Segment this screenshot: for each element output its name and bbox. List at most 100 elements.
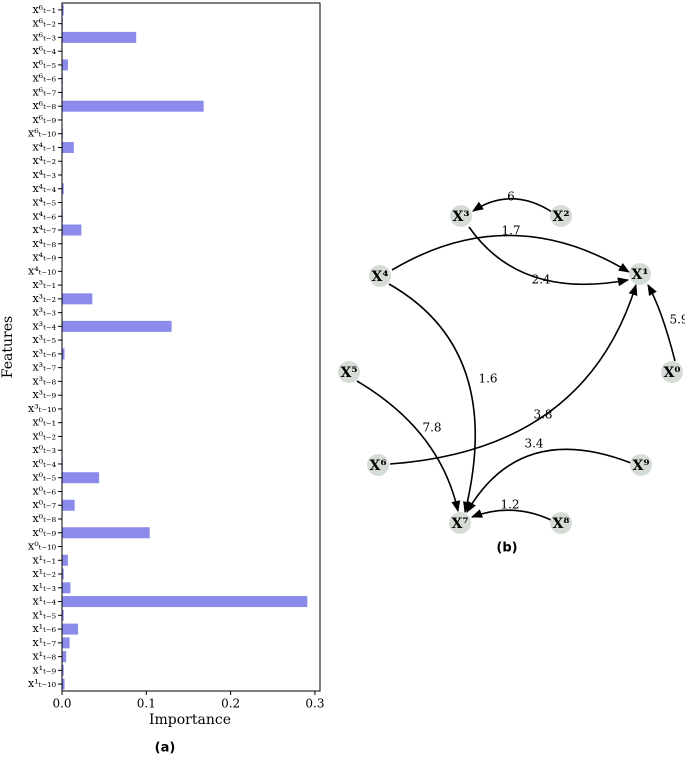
bar bbox=[62, 224, 82, 236]
bar bbox=[62, 596, 308, 608]
y-tick-label: x¹ₜ₋₃ bbox=[32, 581, 56, 594]
node bbox=[369, 265, 391, 287]
y-tick-label: x⁴ₜ₋₃ bbox=[32, 168, 56, 181]
bar bbox=[62, 623, 79, 635]
node-label: X⁸ bbox=[553, 516, 570, 532]
y-tick-label: x³ₜ₋₉ bbox=[32, 388, 56, 401]
y-tick-label: x⁰ₜ₋₁₀ bbox=[28, 540, 57, 553]
node bbox=[629, 263, 651, 285]
x-axis-label: Importance bbox=[149, 712, 231, 728]
bar bbox=[62, 293, 93, 305]
bar bbox=[62, 348, 65, 360]
y-tick-label: x¹ₜ₋₅ bbox=[32, 608, 56, 621]
bar bbox=[62, 59, 68, 71]
y-tick-label: x⁴ₜ₋₉ bbox=[32, 251, 56, 264]
caption: (b) bbox=[496, 541, 517, 556]
node bbox=[450, 205, 472, 227]
y-tick-label: x⁶ₜ₋₁₀ bbox=[28, 127, 57, 140]
edge bbox=[468, 226, 630, 287]
bar bbox=[62, 582, 71, 594]
y-tick-label: x⁶ₜ₋₈ bbox=[32, 99, 56, 112]
y-tick-label: x³ₜ₋₃ bbox=[32, 306, 56, 319]
bar bbox=[62, 664, 64, 676]
node bbox=[338, 361, 360, 383]
y-tick-label: x¹ₜ₋₇ bbox=[32, 636, 56, 649]
node-label: X¹ bbox=[632, 267, 649, 283]
node-label: X⁹ bbox=[633, 458, 650, 474]
y-tick-label: x⁶ₜ₋₁ bbox=[32, 3, 56, 16]
y-tick-label: x⁰ₜ₋₉ bbox=[32, 526, 56, 539]
y-tick-label: x⁶ₜ₋₃ bbox=[32, 30, 56, 43]
y-tick-label: x¹ₜ₋₁ bbox=[32, 553, 56, 566]
bar bbox=[62, 637, 70, 649]
node-label: X² bbox=[553, 209, 570, 225]
y-tick-label: x⁴ₜ₋₁ bbox=[32, 140, 56, 153]
node bbox=[630, 454, 652, 476]
caption: (a) bbox=[155, 741, 176, 756]
edge-label: 7.8 bbox=[422, 421, 441, 435]
y-tick-label: x⁰ₜ₋₂ bbox=[32, 429, 56, 442]
edge bbox=[389, 283, 638, 465]
edge-label: 1.2 bbox=[500, 498, 519, 512]
y-tick-label: x⁰ₜ₋₇ bbox=[32, 498, 56, 511]
edge-label: 5.9 bbox=[669, 313, 685, 327]
bar bbox=[62, 499, 75, 511]
node-label: X⁰ bbox=[664, 365, 681, 381]
y-tick-label: x³ₜ₋₁₀ bbox=[28, 402, 57, 415]
x-tick-label: 0.0 bbox=[52, 697, 71, 711]
edge bbox=[356, 380, 461, 513]
y-tick-label: x¹ₜ₋₄ bbox=[32, 595, 56, 608]
y-tick-label: x⁶ₜ₋₂ bbox=[32, 17, 56, 30]
node bbox=[367, 454, 389, 476]
edge-label: 3.4 bbox=[524, 437, 543, 451]
bar bbox=[62, 100, 204, 112]
node-label: X³ bbox=[453, 209, 470, 225]
edge-label: 3.8 bbox=[533, 408, 552, 422]
y-tick-label: x⁶ₜ₋₄ bbox=[32, 44, 56, 57]
x-tick-label: 0.3 bbox=[305, 697, 324, 711]
bar bbox=[62, 472, 100, 484]
y-tick-label: x⁰ₜ₋₅ bbox=[32, 471, 56, 484]
edge bbox=[647, 284, 676, 362]
node-label: X⁴ bbox=[372, 269, 389, 285]
y-tick-label: x¹ₜ₋₂ bbox=[32, 567, 56, 580]
bar bbox=[62, 183, 64, 195]
y-tick-label: x⁴ₜ₋₄ bbox=[32, 182, 56, 195]
y-tick-label: x⁰ₜ₋₈ bbox=[32, 512, 56, 525]
y-tick-label: x⁴ₜ₋₁₀ bbox=[28, 264, 57, 277]
plot-frame bbox=[61, 2, 321, 692]
y-tick-label: x³ₜ₋₁ bbox=[32, 278, 56, 291]
bar bbox=[62, 141, 74, 153]
y-tick-label: x¹ₜ₋₉ bbox=[32, 663, 56, 676]
y-axis-label: Features bbox=[0, 316, 16, 378]
bar bbox=[62, 651, 67, 663]
node bbox=[550, 512, 572, 534]
edge-label: 1.7 bbox=[501, 224, 520, 238]
y-tick-label: x⁰ₜ₋₃ bbox=[32, 443, 56, 456]
bar bbox=[62, 31, 137, 43]
y-tick-label: x⁴ₜ₋₅ bbox=[32, 196, 56, 209]
y-tick-label: x¹ₜ₋₁₀ bbox=[28, 677, 57, 690]
x-tick-label: 0.2 bbox=[221, 697, 240, 711]
bar bbox=[62, 554, 68, 566]
node bbox=[550, 205, 572, 227]
node-label: X⁵ bbox=[341, 365, 358, 381]
y-tick-label: x⁶ₜ₋₇ bbox=[32, 85, 56, 98]
y-tick-label: x³ₜ₋₄ bbox=[32, 319, 56, 332]
y-tick-label: x³ₜ₋₇ bbox=[32, 361, 56, 374]
node bbox=[449, 512, 471, 534]
bar bbox=[62, 678, 65, 690]
y-tick-label: x⁶ₜ₋₆ bbox=[32, 72, 56, 85]
edge-label: 2.4 bbox=[531, 273, 550, 287]
x-tick-label: 0.1 bbox=[137, 697, 156, 711]
y-tick-label: x⁴ₜ₋₆ bbox=[32, 209, 56, 222]
node-label: X⁶ bbox=[370, 458, 387, 474]
y-tick-label: x⁴ₜ₋₂ bbox=[32, 154, 56, 167]
y-tick-label: x¹ₜ₋₆ bbox=[32, 622, 56, 635]
bar bbox=[62, 527, 150, 539]
node-label: X⁷ bbox=[452, 516, 469, 532]
bar bbox=[62, 568, 64, 580]
bar bbox=[62, 4, 64, 16]
y-tick-label: x³ₜ₋₆ bbox=[32, 347, 56, 360]
y-tick-label: x⁴ₜ₋₈ bbox=[32, 237, 56, 250]
